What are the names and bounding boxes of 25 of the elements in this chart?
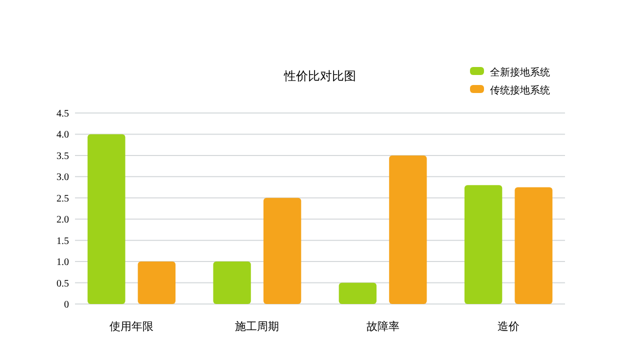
y-tick-label: 4.0 (56, 130, 69, 141)
bar (138, 262, 176, 304)
bar (213, 262, 251, 304)
x-tick-label: 故障率 (366, 320, 400, 333)
y-tick-label: 0.5 (56, 278, 69, 290)
y-tick-label: 3.0 (56, 172, 69, 184)
y-tick-label: 2.0 (56, 214, 69, 226)
x-tick-label: 造价 (497, 320, 520, 333)
y-tick-label: 1.5 (56, 236, 69, 247)
bar (514, 187, 552, 304)
y-tick-label: 4.5 (56, 108, 69, 120)
y-tick-label: 1.0 (56, 257, 69, 268)
bar (263, 198, 302, 304)
x-tick-label: 施工周期 (235, 320, 280, 333)
bar (338, 282, 377, 304)
y-tick-label: 0 (64, 300, 69, 310)
bar (389, 155, 427, 304)
y-tick-label: 2.5 (56, 193, 69, 204)
x-tick-label: 使用年限 (110, 320, 154, 333)
bar (88, 134, 126, 304)
bar (464, 185, 502, 304)
legend-label: 全新接地系统 (490, 66, 550, 78)
y-tick-label: 3.5 (56, 150, 69, 162)
legend-label: 传统接地系统 (490, 84, 550, 96)
chart-title: 性价比对比图 (283, 69, 356, 83)
